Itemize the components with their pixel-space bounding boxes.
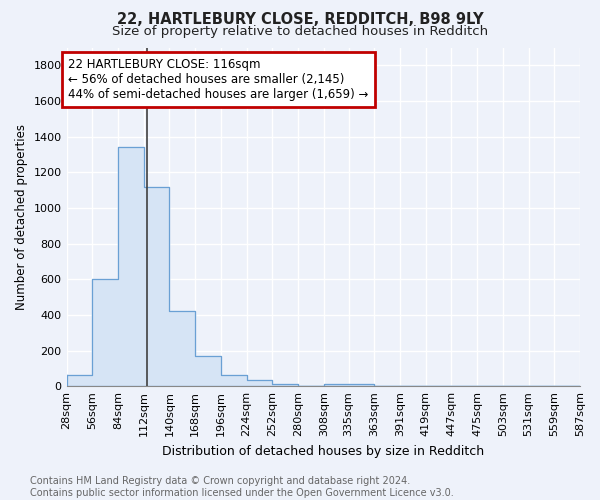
X-axis label: Distribution of detached houses by size in Redditch: Distribution of detached houses by size … <box>162 444 484 458</box>
Text: Size of property relative to detached houses in Redditch: Size of property relative to detached ho… <box>112 25 488 38</box>
Text: Contains HM Land Registry data © Crown copyright and database right 2024.
Contai: Contains HM Land Registry data © Crown c… <box>30 476 454 498</box>
Text: 22, HARTLEBURY CLOSE, REDDITCH, B98 9LY: 22, HARTLEBURY CLOSE, REDDITCH, B98 9LY <box>116 12 484 28</box>
Text: 22 HARTLEBURY CLOSE: 116sqm
← 56% of detached houses are smaller (2,145)
44% of : 22 HARTLEBURY CLOSE: 116sqm ← 56% of det… <box>68 58 369 101</box>
Y-axis label: Number of detached properties: Number of detached properties <box>15 124 28 310</box>
Polygon shape <box>67 148 580 386</box>
